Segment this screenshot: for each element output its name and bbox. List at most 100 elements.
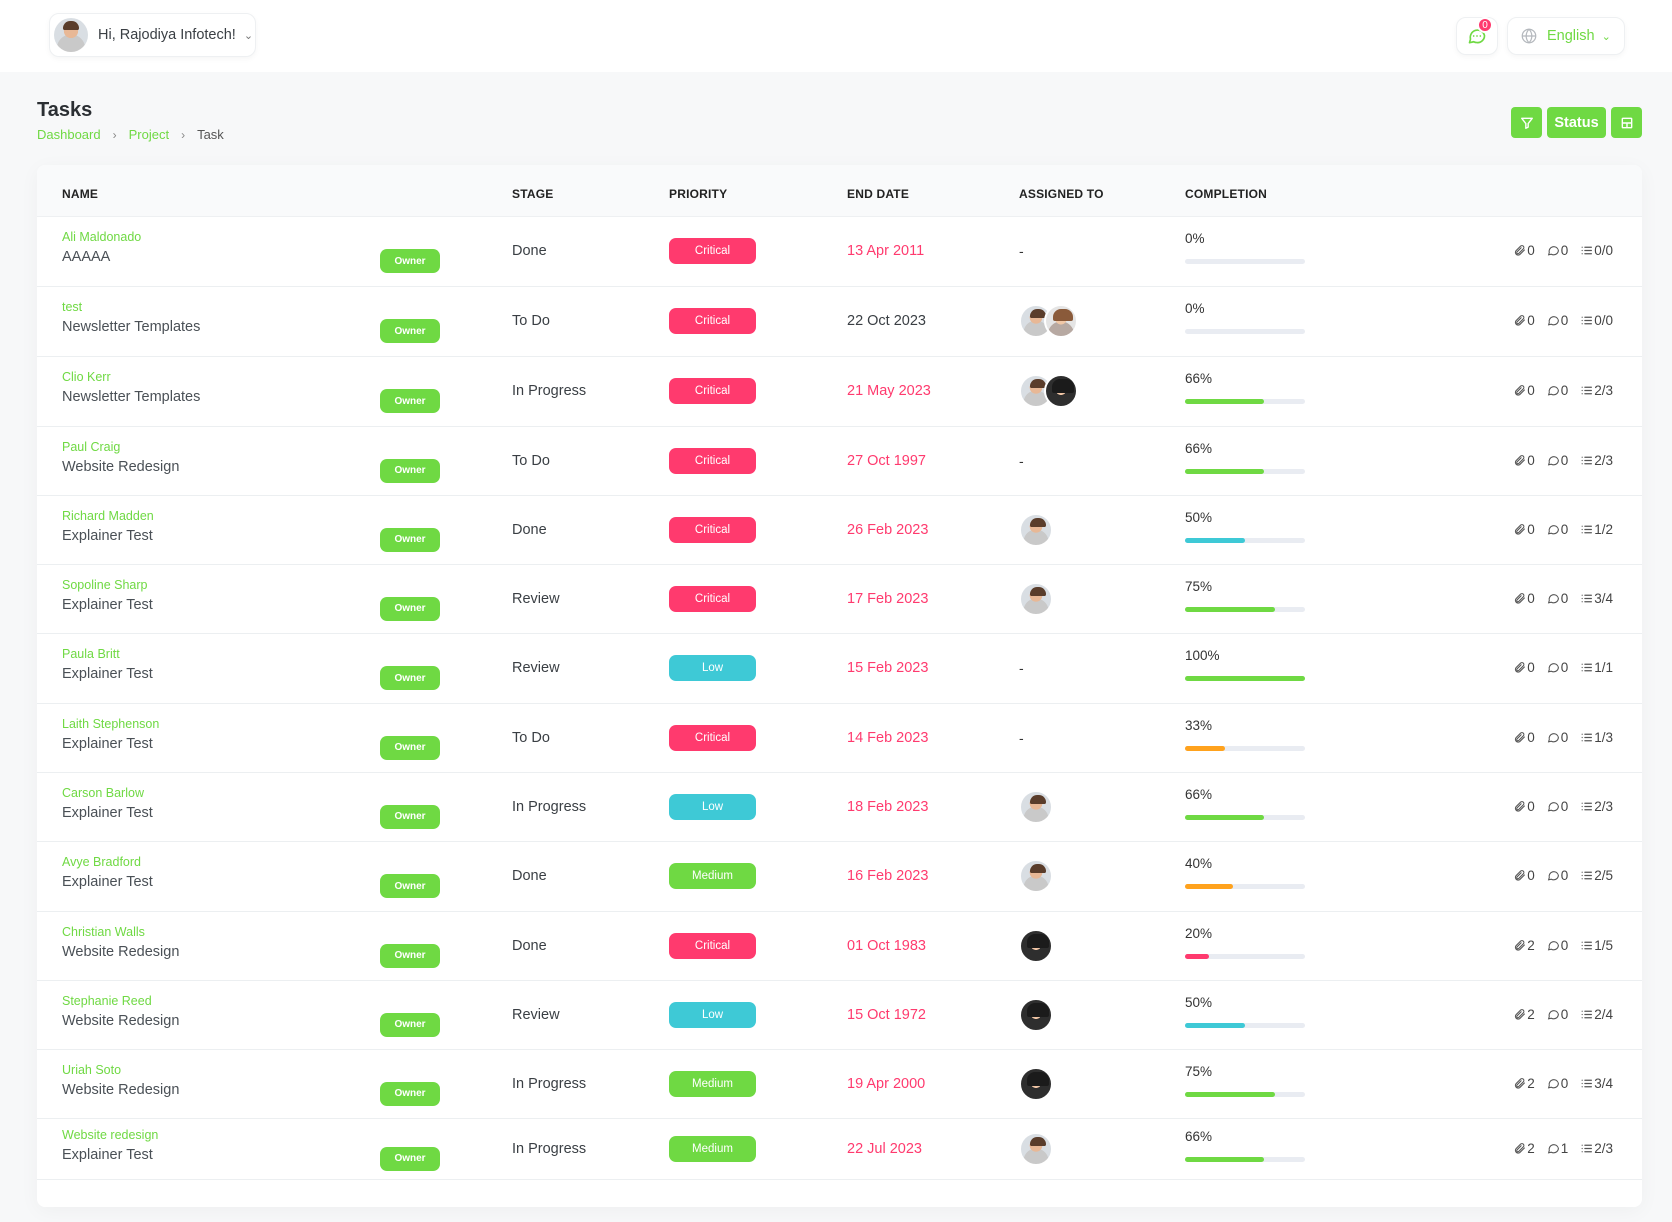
task-name-link[interactable]: Paula Britt bbox=[62, 647, 120, 661]
attachments-count[interactable]: 0 bbox=[1513, 660, 1535, 675]
column-header-name[interactable]: NAME bbox=[62, 187, 99, 201]
checklist-count[interactable]: 0/0 bbox=[1580, 243, 1613, 258]
grid-view-button[interactable] bbox=[1611, 107, 1642, 138]
comments-count[interactable]: 0 bbox=[1547, 660, 1568, 675]
task-name-link[interactable]: Carson Barlow bbox=[62, 785, 144, 800]
attachments-count[interactable]: 0 bbox=[1513, 730, 1535, 745]
comments-count[interactable]: 0 bbox=[1547, 383, 1568, 398]
column-header-priority[interactable]: PRIORITY bbox=[669, 187, 728, 201]
end-date: 13 Apr 2011 bbox=[847, 243, 925, 259]
avatar[interactable] bbox=[1044, 304, 1078, 338]
checklist-count[interactable]: 1/2 bbox=[1580, 522, 1613, 537]
comments-count[interactable]: 0 bbox=[1547, 1007, 1568, 1022]
priority-badge: Critical bbox=[669, 308, 756, 334]
comment-icon bbox=[1547, 801, 1559, 812]
task-name-link[interactable]: Ali Maldonado bbox=[62, 230, 142, 244]
checklist-count[interactable]: 2/3 bbox=[1580, 383, 1613, 398]
task-name-link[interactable]: test bbox=[62, 300, 83, 314]
assignees: - bbox=[1019, 660, 1024, 678]
attachments-count[interactable]: 2 bbox=[1513, 1141, 1535, 1156]
avatar[interactable] bbox=[1044, 374, 1078, 408]
avatar[interactable] bbox=[1019, 789, 1053, 824]
attachments-count[interactable]: 2 bbox=[1513, 1007, 1535, 1022]
completion-progress-fill bbox=[1185, 814, 1264, 820]
task-name-link[interactable]: Avye Bradford bbox=[62, 855, 141, 869]
column-header-stage[interactable]: STAGE bbox=[512, 187, 554, 201]
task-name-link[interactable]: Laith Stephenson bbox=[62, 716, 160, 731]
breadcrumb-dashboard[interactable]: Dashboard bbox=[37, 127, 101, 142]
comments-count[interactable]: 1 bbox=[1547, 1141, 1568, 1156]
comments-count[interactable]: 0 bbox=[1547, 799, 1568, 814]
language-selector[interactable]: English ⌄ bbox=[1507, 17, 1625, 55]
comments-count[interactable]: 0 bbox=[1547, 591, 1568, 606]
status-button[interactable]: Status bbox=[1547, 107, 1606, 138]
comments-count[interactable]: 0 bbox=[1547, 938, 1568, 953]
checklist-count[interactable]: 2/3 bbox=[1580, 1141, 1613, 1156]
task-stats: 0 0 0/0 bbox=[1501, 313, 1613, 328]
chevron-down-icon: ⌄ bbox=[243, 29, 254, 42]
paperclip-icon bbox=[1515, 662, 1526, 673]
attachments-count[interactable]: 2 bbox=[1513, 938, 1535, 953]
avatar[interactable] bbox=[1019, 581, 1053, 616]
comments-count[interactable]: 0 bbox=[1547, 243, 1568, 258]
comments-count[interactable]: 0 bbox=[1547, 730, 1568, 745]
task-name-link[interactable]: Website redesign bbox=[62, 1127, 159, 1142]
checklist-count[interactable]: 2/4 bbox=[1580, 1007, 1613, 1022]
task-name-link[interactable]: Uriah Soto bbox=[62, 1062, 122, 1077]
attachments-count[interactable]: 0 bbox=[1513, 799, 1535, 814]
comments-count[interactable]: 0 bbox=[1547, 313, 1568, 328]
checklist-count[interactable]: 2/3 bbox=[1580, 453, 1613, 468]
attachments-count[interactable]: 0 bbox=[1513, 313, 1535, 328]
language-label: English bbox=[1547, 28, 1595, 44]
comments-count[interactable]: 0 bbox=[1547, 868, 1568, 883]
task-name-link[interactable]: Clio Kerr bbox=[62, 370, 111, 384]
checklist-count[interactable]: 1/3 bbox=[1580, 730, 1613, 745]
attachments-count[interactable]: 0 bbox=[1513, 453, 1535, 468]
completion-progress-fill bbox=[1185, 953, 1209, 959]
stage-label: Done bbox=[512, 868, 547, 884]
task-name-link[interactable]: Christian Walls bbox=[62, 924, 145, 939]
comment-icon bbox=[1547, 663, 1559, 673]
avatar[interactable] bbox=[1019, 1131, 1053, 1166]
checklist-icon bbox=[1581, 941, 1593, 949]
stage-label: In Progress bbox=[512, 798, 587, 815]
checklist-count[interactable]: 2/5 bbox=[1580, 868, 1613, 883]
checklist-count[interactable]: 1/5 bbox=[1580, 938, 1613, 953]
avatar[interactable] bbox=[1019, 997, 1053, 1032]
user-greeting: Hi, Rajodiya Infotech! bbox=[98, 27, 236, 43]
attachments-count[interactable]: 2 bbox=[1513, 1076, 1535, 1091]
column-header-end-date[interactable]: END DATE bbox=[847, 187, 910, 201]
task-name-link[interactable]: Paul Craig bbox=[62, 439, 121, 454]
avatar[interactable] bbox=[1019, 512, 1053, 547]
task-name-link[interactable]: Sopoline Sharp bbox=[62, 577, 148, 592]
attachments-count[interactable]: 0 bbox=[1513, 522, 1535, 537]
attachments-count[interactable]: 0 bbox=[1513, 243, 1535, 258]
comment-icon bbox=[1547, 593, 1559, 604]
completion-progress-fill bbox=[1185, 676, 1305, 681]
attachments-count[interactable]: 0 bbox=[1513, 591, 1535, 606]
comments-count[interactable]: 0 bbox=[1547, 1076, 1568, 1091]
user-menu[interactable]: Hi, Rajodiya Infotech! ⌄ bbox=[49, 13, 256, 57]
task-name-link[interactable]: Stephanie Reed bbox=[62, 993, 152, 1008]
assignees: - bbox=[1019, 730, 1024, 748]
comments-count[interactable]: 0 bbox=[1547, 453, 1568, 468]
attachments-count[interactable]: 0 bbox=[1513, 868, 1535, 883]
page-title: Tasks bbox=[37, 99, 93, 121]
breadcrumb-project[interactable]: Project bbox=[128, 127, 170, 142]
avatar[interactable] bbox=[1019, 928, 1053, 963]
checklist-count[interactable]: 0/0 bbox=[1580, 313, 1613, 328]
comments-count[interactable]: 0 bbox=[1547, 522, 1568, 537]
end-date: 17 Feb 2023 bbox=[847, 590, 929, 607]
avatar[interactable] bbox=[1019, 859, 1053, 893]
avatar[interactable] bbox=[1019, 1066, 1053, 1101]
column-header-assigned-to[interactable]: ASSIGNED TO bbox=[1019, 187, 1104, 201]
checklist-count[interactable]: 1/1 bbox=[1580, 660, 1613, 675]
checklist-count[interactable]: 3/4 bbox=[1580, 1076, 1613, 1091]
attachments-count[interactable]: 0 bbox=[1513, 383, 1535, 398]
checklist-count[interactable]: 3/4 bbox=[1580, 591, 1613, 606]
filter-button[interactable] bbox=[1511, 107, 1542, 138]
notifications-button[interactable]: 0 bbox=[1456, 17, 1498, 55]
checklist-count[interactable]: 2/3 bbox=[1580, 799, 1613, 814]
task-name-link[interactable]: Richard Madden bbox=[62, 508, 154, 523]
column-header-completion[interactable]: COMPLETION bbox=[1185, 187, 1267, 201]
